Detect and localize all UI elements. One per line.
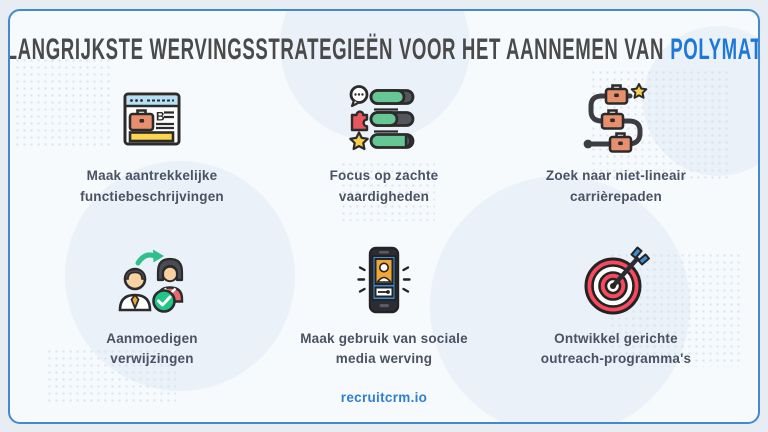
strategy-row-2: Aanmoedigen verwijzingen xyxy=(10,242,758,389)
social-media-phone-icon xyxy=(344,242,424,322)
strategy-label: Maak gebruik van sociale media werving xyxy=(300,330,468,367)
strategy-cell-career-paths: Zoek naar niet-lineair carrièrepaden xyxy=(500,79,732,242)
strategy-cell-referrals: Aanmoedigen verwijzingen xyxy=(36,242,268,389)
footer-brand: recruitcrm.io xyxy=(340,390,428,405)
strategy-label: Maak aantrekkelijke functiebeschrijvinge… xyxy=(80,168,224,204)
title-highlight: POLYMATHS xyxy=(670,32,758,66)
strategy-label: Focus op zachte vaardigheden xyxy=(329,168,439,204)
infographic-card: BELANGRIJKSTE WERVINGSSTRATEGIEËN VOOR H… xyxy=(8,9,760,424)
employee-referral-icon xyxy=(112,242,192,322)
strategy-cell-job-descriptions: B Maak aantrekkelijke functiebeschrijvin… xyxy=(36,79,268,242)
footer: recruitcrm.io xyxy=(10,389,758,422)
svg-text:B: B xyxy=(156,110,165,124)
soft-skills-rating-icon xyxy=(344,79,424,159)
strategy-cell-outreach: Ontwikkel gerichte outreach-programma's xyxy=(500,242,732,389)
strategy-label: Ontwikkel gerichte outreach-programma's xyxy=(540,330,692,367)
strategy-cell-soft-skills: Focus op zachte vaardigheden xyxy=(268,79,500,242)
page-title: BELANGRIJKSTE WERVINGSSTRATEGIEËN VOOR H… xyxy=(10,32,758,67)
strategy-cell-social-media: Maak gebruik van sociale media werving xyxy=(268,242,500,389)
job-posting-icon: B xyxy=(112,79,192,159)
title-text: BELANGRIJKSTE WERVINGSSTRATEGIEËN VOOR H… xyxy=(8,32,665,66)
strategy-row-1: B Maak aantrekkelijke functiebeschrijvin… xyxy=(10,79,758,242)
dartboard-target-icon xyxy=(576,242,656,322)
strategy-label: Zoek naar niet-lineair carrièrepaden xyxy=(545,168,687,204)
career-path-icon xyxy=(576,79,656,159)
strategy-label: Aanmoedigen verwijzingen xyxy=(106,330,198,367)
